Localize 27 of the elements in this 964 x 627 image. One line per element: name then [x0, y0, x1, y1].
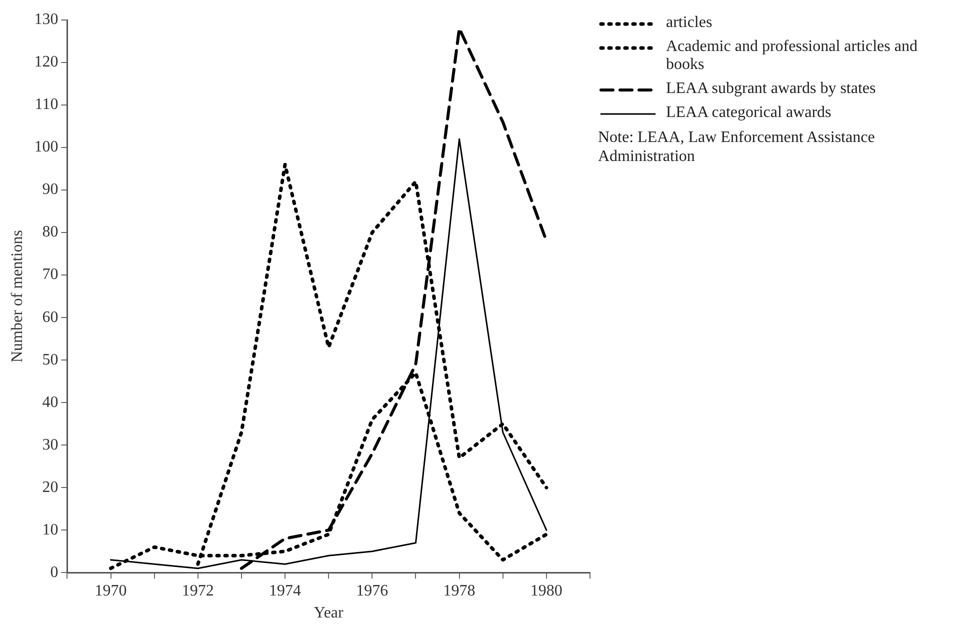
y-tick-label: 40 [42, 394, 58, 411]
y-tick-label: 130 [34, 11, 58, 28]
y-tick-label: 0 [50, 564, 58, 581]
y-tick-label: 110 [34, 96, 58, 114]
y-tick-label: 20 [42, 478, 58, 496]
y-tick-label: 100 [34, 138, 58, 156]
y-axis-title: Number of mentions [8, 230, 26, 363]
y-tick-label: 80 [42, 224, 58, 241]
legend-label: LEAA subgrant awards by states [666, 80, 876, 98]
y-tick-label: 90 [42, 181, 58, 198]
y-tick-label: 30 [42, 436, 58, 454]
y-tick-label: 50 [42, 351, 58, 368]
legend-label: articles [666, 14, 712, 32]
x-tick-label: 1976 [356, 582, 388, 600]
x-tick-label: 1980 [530, 582, 562, 600]
legend-label: Academic and professional articles and books [666, 38, 918, 74]
x-tick-label: 1974 [269, 582, 302, 600]
y-tick-label: 10 [42, 521, 58, 538]
x-tick-label: 1978 [443, 582, 476, 600]
text: Note: LEAA, Law Enforcement Assistance Administration [598, 128, 876, 166]
legend-label: LEAA categorical awards [666, 104, 832, 122]
y-tick-label: 70 [42, 266, 58, 284]
x-axis-title: Year [314, 604, 344, 622]
x-tick-label: 1972 [182, 582, 214, 600]
y-tick-label: 120 [34, 54, 58, 71]
x-tick-label: 1970 [94, 582, 127, 600]
y-tick-label: 60 [42, 308, 58, 326]
